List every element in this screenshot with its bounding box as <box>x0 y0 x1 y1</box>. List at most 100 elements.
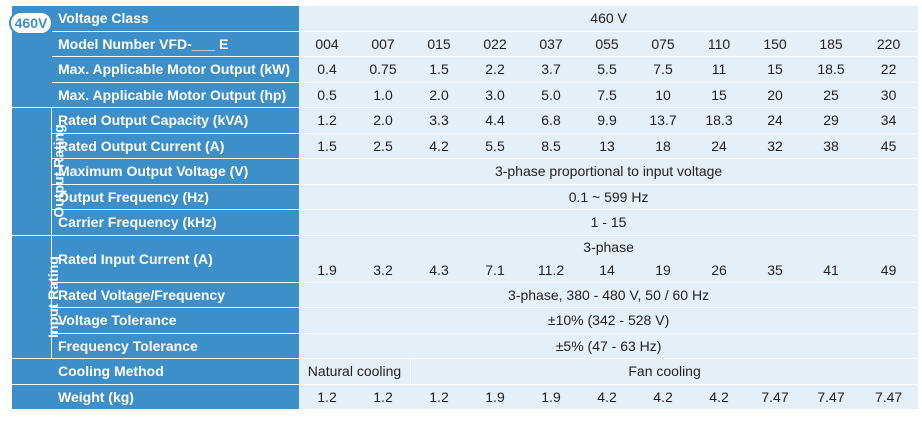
label-max-output-voltage: Maximum Output Voltage (V) <box>52 159 299 185</box>
cell-motor-kw: 11 <box>691 57 747 83</box>
cell-out-amp: 4.2 <box>411 133 467 159</box>
cell-model: 220 <box>859 31 919 57</box>
cell-out-kva: 3.3 <box>411 108 467 134</box>
cell-out-amp: 1.5 <box>299 133 355 159</box>
cell-motor-hp: 3.0 <box>467 82 523 108</box>
row-weight: Weight (kg) 1.2 1.2 1.2 1.9 1.9 4.2 4.2 … <box>12 384 919 410</box>
cell-in-amp: 26 <box>691 258 747 283</box>
row-motor-hp: Max. Applicable Motor Output (hp) 0.5 1.… <box>12 82 919 108</box>
cell-in-amp: 1.9 <box>299 258 355 283</box>
row-rated-voltage-frequency: Rated Voltage/Frequency 3-phase, 380 - 4… <box>12 282 919 308</box>
label-cooling-method: Cooling Method <box>12 359 299 385</box>
row-voltage-tolerance: Voltage Tolerance ±10% (342 - 528 V) <box>12 308 919 334</box>
value-frequency-tolerance: ±5% (47 - 63 Hz) <box>299 333 919 359</box>
cell-motor-hp: 7.5 <box>579 82 635 108</box>
cell-weight: 7.47 <box>859 384 919 410</box>
cell-out-amp: 5.5 <box>467 133 523 159</box>
cell-in-amp: 7.1 <box>467 258 523 283</box>
value-fan-cooling: Fan cooling <box>411 359 919 385</box>
label-voltage-class: Voltage Class <box>52 6 299 32</box>
row-input-current-header: Input Rating Rated Input Current (A) 3-p… <box>12 235 919 359</box>
row-input-current: 1.9 3.2 4.3 7.1 11.2 14 19 26 35 41 49 <box>12 258 919 283</box>
cell-model: 110 <box>691 31 747 57</box>
cell-motor-hp: 25 <box>803 82 859 108</box>
row-voltage-class: 460V Voltage Class 460 V <box>9 6 919 108</box>
cell-model: 007 <box>355 31 411 57</box>
cell-motor-hp: 10 <box>635 82 691 108</box>
label-model-number: Model Number VFD-___ E <box>52 31 299 57</box>
cell-motor-kw: 7.5 <box>635 57 691 83</box>
value-carrier-frequency: 1 - 15 <box>299 210 919 236</box>
badge-cell: 460V <box>9 6 53 108</box>
label-output-frequency: Output Frequency (Hz) <box>52 184 299 210</box>
cell-motor-kw: 0.4 <box>299 57 355 83</box>
label-weight: Weight (kg) <box>12 384 299 410</box>
cell-in-amp: 3.2 <box>355 258 411 283</box>
cell-out-amp: 45 <box>859 133 919 159</box>
cell-in-amp: 19 <box>635 258 691 283</box>
cell-weight: 1.2 <box>411 384 467 410</box>
cell-out-kva: 24 <box>747 108 803 134</box>
label-voltage-tolerance: Voltage Tolerance <box>52 308 299 334</box>
cell-weight: 7.47 <box>803 384 859 410</box>
output-rating-label: Output Rating <box>50 124 67 218</box>
value-rated-voltage-frequency: 3-phase, 380 - 480 V, 50 / 60 Hz <box>299 282 919 308</box>
cell-motor-kw: 22 <box>859 57 919 83</box>
value-max-output-voltage: 3-phase proportional to input voltage <box>299 159 919 185</box>
value-natural-cooling: Natural cooling <box>299 359 411 385</box>
row-model-number: Model Number VFD-___ E 004 007 015 022 0… <box>12 31 919 57</box>
value-input-phase: 3-phase <box>299 235 919 259</box>
cell-out-amp: 13 <box>579 133 635 159</box>
cell-motor-hp: 2.0 <box>411 82 467 108</box>
row-cooling-method: Cooling Method Natural cooling Fan cooli… <box>12 359 919 385</box>
cell-out-amp: 2.5 <box>355 133 411 159</box>
cell-in-amp: 14 <box>579 258 635 283</box>
cell-motor-hp: 0.5 <box>299 82 355 108</box>
cell-model: 015 <box>411 31 467 57</box>
label-rated-voltage-frequency: Rated Voltage/Frequency <box>52 282 299 308</box>
cell-out-kva: 6.8 <box>523 108 579 134</box>
cell-model: 055 <box>579 31 635 57</box>
side-input-rating: Input Rating <box>12 235 61 359</box>
cell-model: 185 <box>803 31 859 57</box>
cell-out-amp: 18 <box>635 133 691 159</box>
cell-motor-kw: 18.5 <box>803 57 859 83</box>
cell-weight: 7.47 <box>747 384 803 410</box>
cell-motor-kw: 2.2 <box>467 57 523 83</box>
label-input-current: Rated Input Current (A) <box>52 235 299 283</box>
cell-out-kva: 29 <box>803 108 859 134</box>
label-motor-kw: Max. Applicable Motor Output (kW) <box>52 57 299 83</box>
cell-out-kva: 1.2 <box>299 108 355 134</box>
cell-in-amp: 35 <box>747 258 803 283</box>
label-output-current: Rated Output Current (A) <box>52 133 299 159</box>
cell-out-amp: 8.5 <box>523 133 579 159</box>
cell-weight: 1.2 <box>299 384 355 410</box>
cell-motor-hp: 20 <box>747 82 803 108</box>
side-output-rating: Output Rating <box>12 108 67 236</box>
cell-motor-hp: 1.0 <box>355 82 411 108</box>
cell-out-amp: 24 <box>691 133 747 159</box>
cell-in-amp: 41 <box>803 258 859 283</box>
cell-out-kva: 34 <box>859 108 919 134</box>
cell-out-amp: 32 <box>747 133 803 159</box>
cell-out-kva: 2.0 <box>355 108 411 134</box>
row-output-current: Rated Output Current (A) 1.5 2.5 4.2 5.5… <box>12 133 919 159</box>
cell-motor-kw: 1.5 <box>411 57 467 83</box>
label-motor-hp: Max. Applicable Motor Output (hp) <box>52 82 299 108</box>
cell-out-kva: 13.7 <box>635 108 691 134</box>
cell-in-amp: 4.3 <box>411 258 467 283</box>
cell-motor-kw: 15 <box>747 57 803 83</box>
cell-out-kva: 18.3 <box>691 108 747 134</box>
voltage-badge: 460V <box>9 11 53 35</box>
cell-weight: 4.2 <box>691 384 747 410</box>
row-motor-kw: Max. Applicable Motor Output (kW) 0.4 0.… <box>12 57 919 83</box>
value-voltage-class: 460 V <box>299 6 919 32</box>
row-carrier-frequency: Carrier Frequency (kHz) 1 - 15 <box>12 210 919 236</box>
row-output-frequency: Output Frequency (Hz) 0.1 ~ 599 Hz <box>12 184 919 210</box>
cell-out-amp: 38 <box>803 133 859 159</box>
cell-motor-kw: 0.75 <box>355 57 411 83</box>
cell-motor-hp: 5.0 <box>523 82 579 108</box>
cell-motor-kw: 3.7 <box>523 57 579 83</box>
value-output-frequency: 0.1 ~ 599 Hz <box>299 184 919 210</box>
row-frequency-tolerance: Frequency Tolerance ±5% (47 - 63 Hz) <box>12 333 919 359</box>
